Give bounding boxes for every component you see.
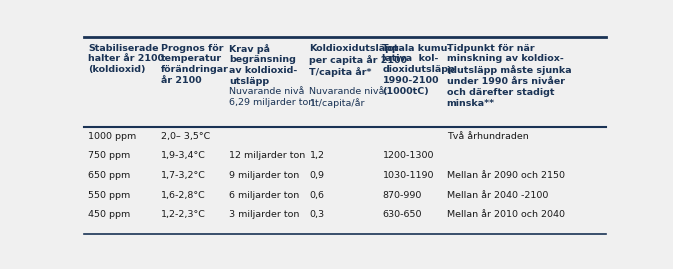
Text: 750 ppm: 750 ppm [88, 151, 131, 160]
Text: Nuvarande nivå
6,29 miljarder ton: Nuvarande nivå 6,29 miljarder ton [229, 87, 314, 107]
Text: 1,2-2,3°C: 1,2-2,3°C [162, 210, 206, 220]
Text: 1000 ppm: 1000 ppm [88, 132, 137, 141]
Text: 2,0– 3,5°C: 2,0– 3,5°C [162, 132, 211, 141]
Text: Stabiliserade
halter år 2100
(koldioxid): Stabiliserade halter år 2100 (koldioxid) [88, 44, 164, 74]
Text: 9 miljarder ton: 9 miljarder ton [229, 171, 299, 180]
Text: 0,9: 0,9 [310, 171, 324, 180]
Text: Mellan år 2040 -2100: Mellan år 2040 -2100 [447, 191, 548, 200]
Text: 1,7-3,2°C: 1,7-3,2°C [162, 171, 206, 180]
Text: 870-990: 870-990 [382, 191, 422, 200]
Text: Koldioxidutsläpp
per capita år 2100
T/capita år*: Koldioxidutsläpp per capita år 2100 T/ca… [310, 44, 407, 77]
Text: Prognos för
temperatur
förändringar
år 2100: Prognos för temperatur förändringar år 2… [162, 44, 229, 85]
Text: Totala kumu-
lativa  kol-
dioxidutsläpp
1990-2100
(1000tC): Totala kumu- lativa kol- dioxidutsläpp 1… [382, 44, 455, 96]
Text: 1,2: 1,2 [310, 151, 324, 160]
Text: 650 ppm: 650 ppm [88, 171, 131, 180]
Text: 0,6: 0,6 [310, 191, 324, 200]
Text: 1,9-3,4°C: 1,9-3,4°C [162, 151, 206, 160]
Text: 12 miljarder ton: 12 miljarder ton [229, 151, 306, 160]
Text: 1030-1190: 1030-1190 [382, 171, 434, 180]
Text: Mellan år 2010 och 2040: Mellan år 2010 och 2040 [447, 210, 565, 220]
Text: Mellan år 2090 och 2150: Mellan år 2090 och 2150 [447, 171, 565, 180]
Text: Nuvarande nivå:
1t/capita/år: Nuvarande nivå: 1t/capita/år [310, 87, 388, 108]
Text: 1200-1300: 1200-1300 [382, 151, 434, 160]
Text: 1,6-2,8°C: 1,6-2,8°C [162, 191, 206, 200]
Text: Krav på
begränsning
av koldioxid-
utsläpp: Krav på begränsning av koldioxid- utsläp… [229, 44, 297, 86]
Text: 6 miljarder ton: 6 miljarder ton [229, 191, 299, 200]
Text: 550 ppm: 550 ppm [88, 191, 131, 200]
Text: 0,3: 0,3 [310, 210, 324, 220]
Text: 3 miljarder ton: 3 miljarder ton [229, 210, 299, 220]
Text: Tidpunkt för när
minskning av koldiox-
idutsläpp måste sjunka
under 1990 års niv: Tidpunkt för när minskning av koldiox- i… [447, 44, 571, 108]
Text: Två århundraden: Två århundraden [447, 132, 528, 141]
Text: 630-650: 630-650 [382, 210, 422, 220]
Text: 450 ppm: 450 ppm [88, 210, 131, 220]
